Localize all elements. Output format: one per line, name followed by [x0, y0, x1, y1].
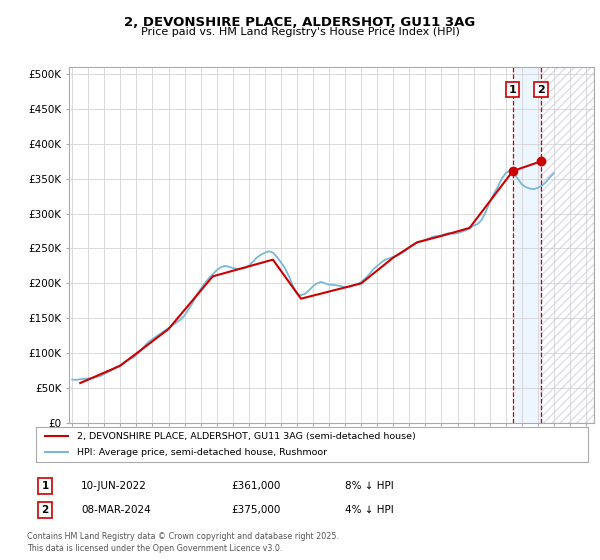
Text: £375,000: £375,000 [231, 505, 280, 515]
Text: 8% ↓ HPI: 8% ↓ HPI [345, 481, 394, 491]
Text: 2, DEVONSHIRE PLACE, ALDERSHOT, GU11 3AG: 2, DEVONSHIRE PLACE, ALDERSHOT, GU11 3AG [124, 16, 476, 29]
Text: HPI: Average price, semi-detached house, Rushmoor: HPI: Average price, semi-detached house,… [77, 448, 328, 457]
Text: 2: 2 [41, 505, 49, 515]
Text: 1: 1 [41, 481, 49, 491]
Text: 4% ↓ HPI: 4% ↓ HPI [345, 505, 394, 515]
Bar [541, 67, 594, 423]
Text: £361,000: £361,000 [231, 481, 280, 491]
Bar [513, 67, 541, 423]
Text: 2, DEVONSHIRE PLACE, ALDERSHOT, GU11 3AG (semi-detached house): 2, DEVONSHIRE PLACE, ALDERSHOT, GU11 3AG… [77, 432, 416, 441]
Text: 2: 2 [537, 85, 545, 95]
Text: 10-JUN-2022: 10-JUN-2022 [81, 481, 147, 491]
Text: 1: 1 [509, 85, 517, 95]
Text: Contains HM Land Registry data © Crown copyright and database right 2025.
This d: Contains HM Land Registry data © Crown c… [27, 533, 339, 553]
Text: Price paid vs. HM Land Registry's House Price Index (HPI): Price paid vs. HM Land Registry's House … [140, 27, 460, 37]
Text: 08-MAR-2024: 08-MAR-2024 [81, 505, 151, 515]
